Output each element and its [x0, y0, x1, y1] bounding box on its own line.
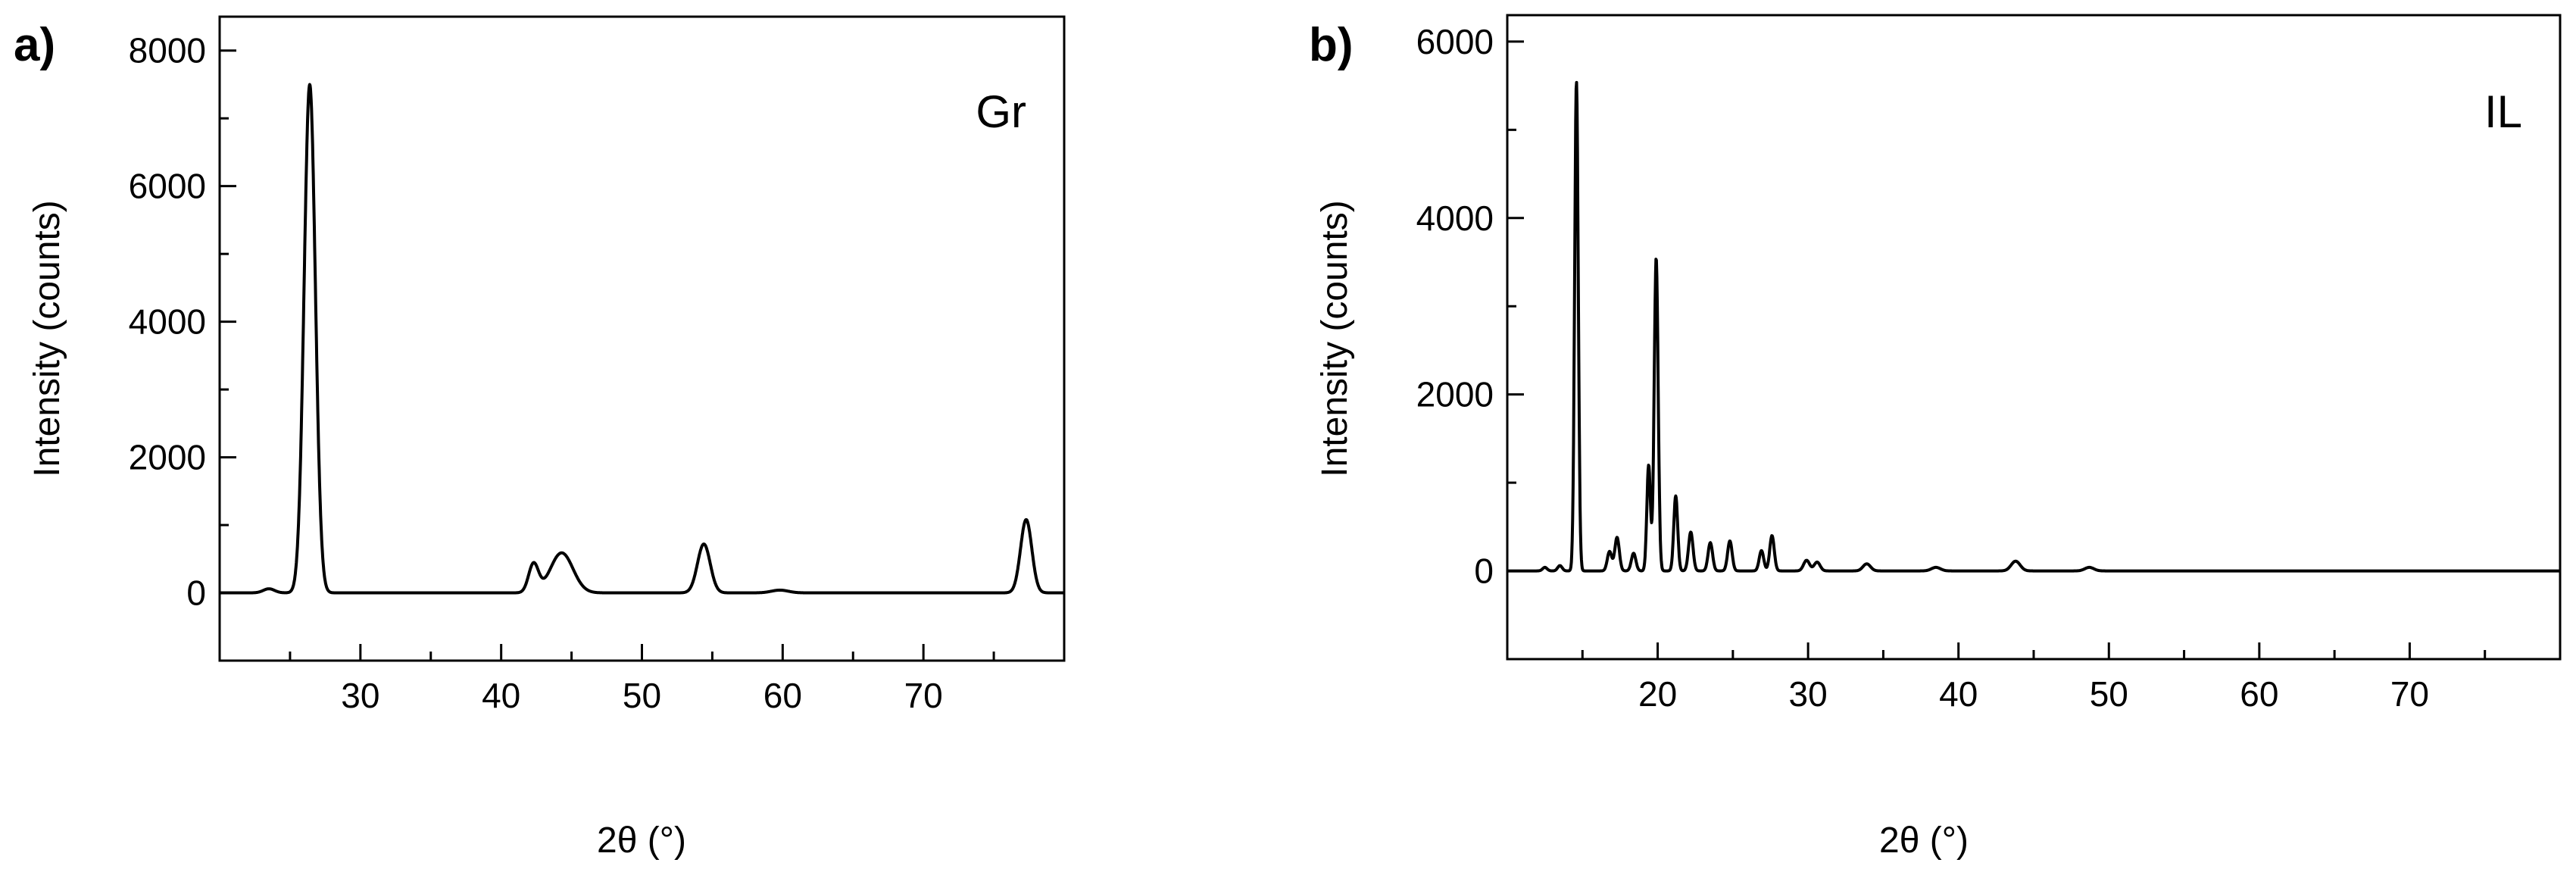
panel-a-x-tick-label: 50 [623, 676, 661, 715]
panel-a-y-tick-label: 6000 [129, 167, 206, 206]
panel-b-y-tick-label: 2000 [1416, 375, 1494, 414]
panel-a-label: a) [14, 19, 55, 71]
panel-a-y-tick-label: 0 [186, 574, 206, 613]
panel-b-label: b) [1309, 19, 1354, 71]
panel-b-x-tick-label: 30 [1789, 674, 1828, 714]
panel-b-y-axis-title: Intensity (counts) [1315, 200, 1355, 477]
panel-b-series-line [1506, 80, 2562, 573]
panel-a-y-tick-label: 4000 [129, 302, 206, 342]
panel-a-x-tick-label: 60 [763, 676, 802, 715]
panel-b-x-tick-label: 40 [1939, 674, 1978, 714]
panel-a-x-tick-label: 70 [904, 676, 943, 715]
panel-a-y-tick-label: 8000 [129, 31, 206, 70]
panel-b-frame [1506, 14, 2562, 661]
panel-b-x-tick-label: 20 [1638, 674, 1677, 714]
panel-a-x-axis-title: 2θ (°) [597, 820, 686, 861]
panel-a-x-tick-label: 40 [482, 676, 520, 715]
panel-a-y-tick-label: 2000 [129, 438, 206, 477]
panel-b-y-tick-label: 0 [1474, 552, 1494, 591]
panel-b-y-tick-label: 6000 [1416, 22, 1494, 61]
panel-b-x-tick-label: 60 [2240, 674, 2278, 714]
panel-a-x-tick-label: 30 [341, 676, 379, 715]
panel-b-x-tick-label: 50 [2090, 674, 2128, 714]
panel-b-y-tick-label: 4000 [1416, 198, 1494, 238]
panel-a-frame [218, 15, 1066, 662]
panel-b-x-axis-title: 2θ (°) [1879, 820, 1969, 861]
panel-a-chart: a) 30 40 50 60 70 0 2000 4000 6000 8000 Gr 2θ (°)… [14, 15, 1066, 861]
panel-a-y-axis-title: Intensity (counts) [27, 200, 67, 477]
panel-b-series-label: IL [2484, 86, 2522, 137]
panel-b-chart: b) 20 30 40 50 60 70 0 2000 4000 6000 IL 2θ (°) I… [1309, 14, 2562, 861]
panel-b-x-tick-label: 70 [2390, 674, 2429, 714]
panel-a-series-label: Gr [976, 86, 1026, 137]
panel-a-series-line [218, 83, 1066, 595]
